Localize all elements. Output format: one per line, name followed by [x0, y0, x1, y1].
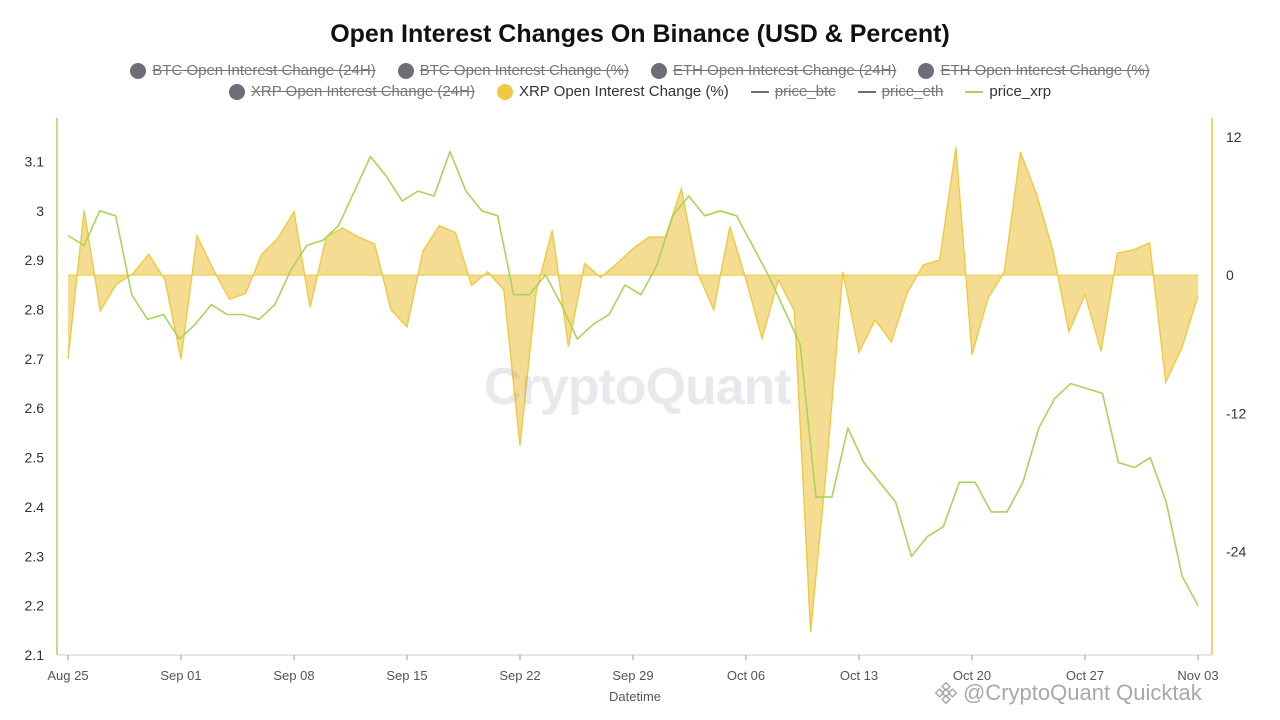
legend-swatch — [496, 83, 513, 100]
xrp-oi-change-area-layer — [67, 147, 1199, 633]
legend-label: price_btc — [774, 83, 836, 100]
legend-item-price-btc[interactable]: price_btc — [750, 83, 836, 100]
legend-item-xrp-open-interest-change-24h[interactable]: XRP Open Interest Change (24H) — [228, 83, 475, 100]
y-right-tick-label: 0 — [1226, 267, 1234, 283]
xrp-oi-change-outline — [67, 147, 1199, 633]
y-right-tick-label: -24 — [1226, 543, 1246, 559]
x-tick-label: Oct 06 — [727, 668, 765, 683]
price-xrp-line — [67, 150, 1199, 606]
xrp-price-line-layer — [67, 150, 1199, 606]
x-tick-label: Oct 27 — [1066, 668, 1104, 683]
x-tick-label: Sep 15 — [386, 668, 427, 683]
legend-item-btc-open-interest-change-24h[interactable]: BTC Open Interest Change (24H) — [130, 62, 376, 79]
legend-label: BTC Open Interest Change (24H) — [152, 62, 376, 79]
y-left-tick-label: 2.6 — [25, 400, 45, 416]
legend-item-price-eth[interactable]: price_eth — [857, 83, 944, 100]
x-tick-label: Aug 25 — [47, 668, 88, 683]
y-left-tick-label: 2.9 — [25, 252, 45, 268]
legend-row-1: BTC Open Interest Change (24H) BTC Open I… — [0, 62, 1280, 79]
legend-swatch — [965, 90, 984, 93]
legend-swatch — [397, 62, 414, 79]
legend-swatch — [651, 62, 667, 79]
legend-item-price-xrp[interactable]: price_xrp — [965, 83, 1051, 100]
y-left-tick-label: 2.5 — [25, 450, 45, 466]
y-left-tick-label: 2.2 — [25, 598, 45, 614]
y-right-tick-label: 12 — [1226, 129, 1242, 145]
legend-swatch — [228, 83, 245, 100]
legend-label: XRP Open Interest Change (%) — [518, 83, 729, 100]
legend-row-2: XRP Open Interest Change (24H) XRP Open I… — [0, 83, 1280, 100]
y-left-tick-label: 3 — [36, 203, 44, 219]
axes-layer: 3.1 3 2.9 2.8 2.7 2.6 2.5 2.4 2.3 2.2 2.1 12 0 -12 -24… — [25, 118, 1246, 683]
legend-label: XRP Open Interest Change (24H) — [250, 83, 475, 100]
x-tick-label: Sep 08 — [273, 668, 314, 683]
x-tick-label: Oct 20 — [953, 668, 991, 683]
legend-item-btc-open-interest-change[interactable]: BTC Open Interest Change (%) — [397, 62, 629, 79]
y-left-tick-label: 2.7 — [25, 351, 45, 367]
x-tick-label: Sep 22 — [499, 668, 540, 683]
legend-label: ETH Open Interest Change (24H) — [673, 62, 897, 79]
watermark: CryptoQuant — [484, 358, 792, 416]
legend-swatch — [918, 62, 935, 79]
binance-logo-icon — [935, 682, 957, 704]
x-tick-label: Oct 13 — [840, 668, 878, 683]
x-tick-label: Nov 03 — [1177, 668, 1218, 683]
legend-item-eth-open-interest-change-24h[interactable]: ETH Open Interest Change (24H) — [651, 62, 896, 79]
x-tick-label: Sep 29 — [612, 668, 653, 683]
legend-label: ETH Open Interest Change (%) — [940, 62, 1150, 79]
credit-text: @CryptoQuant Quicktak — [963, 680, 1202, 705]
y-left-tick-label: 3.1 — [25, 153, 45, 169]
y-left-tick-label: 2.3 — [25, 548, 45, 564]
y-left-tick-label: 2.8 — [25, 302, 45, 318]
chart-title: Open Interest Changes On Binance (USD & … — [330, 20, 950, 48]
legend-swatch — [130, 62, 147, 79]
legend-label: BTC Open Interest Change (%) — [419, 62, 629, 79]
xrp-oi-change-area — [68, 147, 1198, 633]
y-left-tick-label: 2.1 — [25, 647, 45, 663]
y-right-tick-label: -12 — [1226, 405, 1246, 421]
legend-item-eth-open-interest-change[interactable]: ETH Open Interest Change (%) — [918, 62, 1150, 79]
legend-label: price_xrp — [989, 83, 1052, 100]
credit-watermark: @CryptoQuant Quicktak — [935, 680, 1202, 706]
legend-item-xrp-open-interest-change[interactable]: XRP Open Interest Change (%) — [496, 83, 729, 100]
x-axis-title: Datetime — [608, 689, 662, 704]
legend-swatch — [857, 90, 876, 93]
x-tick-label: Sep 01 — [160, 668, 201, 683]
legend-swatch — [750, 90, 769, 93]
legend-label: price_eth — [881, 83, 944, 100]
y-left-tick-label: 2.4 — [25, 499, 45, 515]
